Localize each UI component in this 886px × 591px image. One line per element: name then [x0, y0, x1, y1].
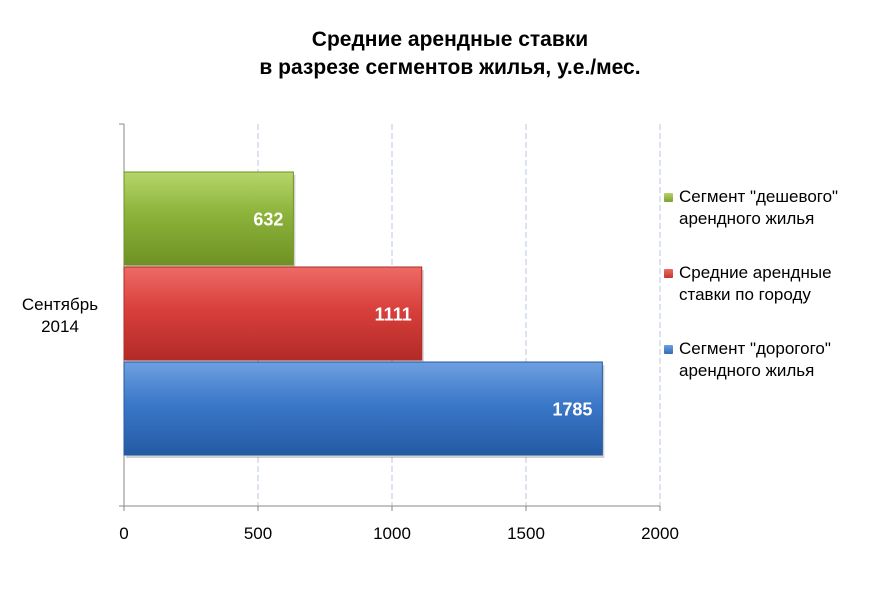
bar-value-label-2: 1111 — [375, 305, 412, 325]
x-tick-label: 0 — [119, 524, 128, 543]
x-tick-label: 2000 — [641, 524, 679, 543]
bar-3 — [123, 361, 603, 456]
legend-item-3: Сегмент "дорогого" арендного жилья — [664, 338, 879, 382]
bar-1 — [123, 171, 294, 266]
bar-2 — [123, 266, 423, 361]
bar-value-label-1: 632 — [253, 210, 283, 230]
legend-item-2: Средние арендные ставки по городу — [664, 262, 879, 306]
legend-label: Сегмент "дешевого" арендного жилья — [679, 187, 839, 228]
x-tick-label: 500 — [244, 524, 272, 543]
category-label: Сентябрь 2014 — [5, 294, 115, 338]
legend-item-1: Сегмент "дешевого" арендного жилья — [664, 186, 879, 230]
category-label-line-1: Сентябрь — [21, 295, 99, 314]
x-tick-label: 1500 — [507, 524, 545, 543]
legend-swatch — [664, 193, 673, 202]
legend-label: Средние арендные ставки по городу — [679, 263, 832, 304]
legend-swatch — [664, 345, 673, 354]
legend-swatch — [664, 269, 673, 278]
legend: Сегмент "дешевого" арендного жилья Средни… — [664, 186, 879, 414]
legend-label: Сегмент "дорогого" арендного жилья — [679, 339, 831, 380]
bar-value-label-3: 1785 — [552, 400, 592, 420]
chart-title-line-2: в разрезе сегментов жилья, у.е./мес. — [259, 56, 641, 79]
category-label-line-2: 2014 — [41, 317, 79, 336]
x-tick-label: 1000 — [373, 524, 411, 543]
chart-title-line-1: Средние арендные ставки — [311, 28, 589, 51]
bars: 632 1111 1785 — [123, 171, 605, 458]
